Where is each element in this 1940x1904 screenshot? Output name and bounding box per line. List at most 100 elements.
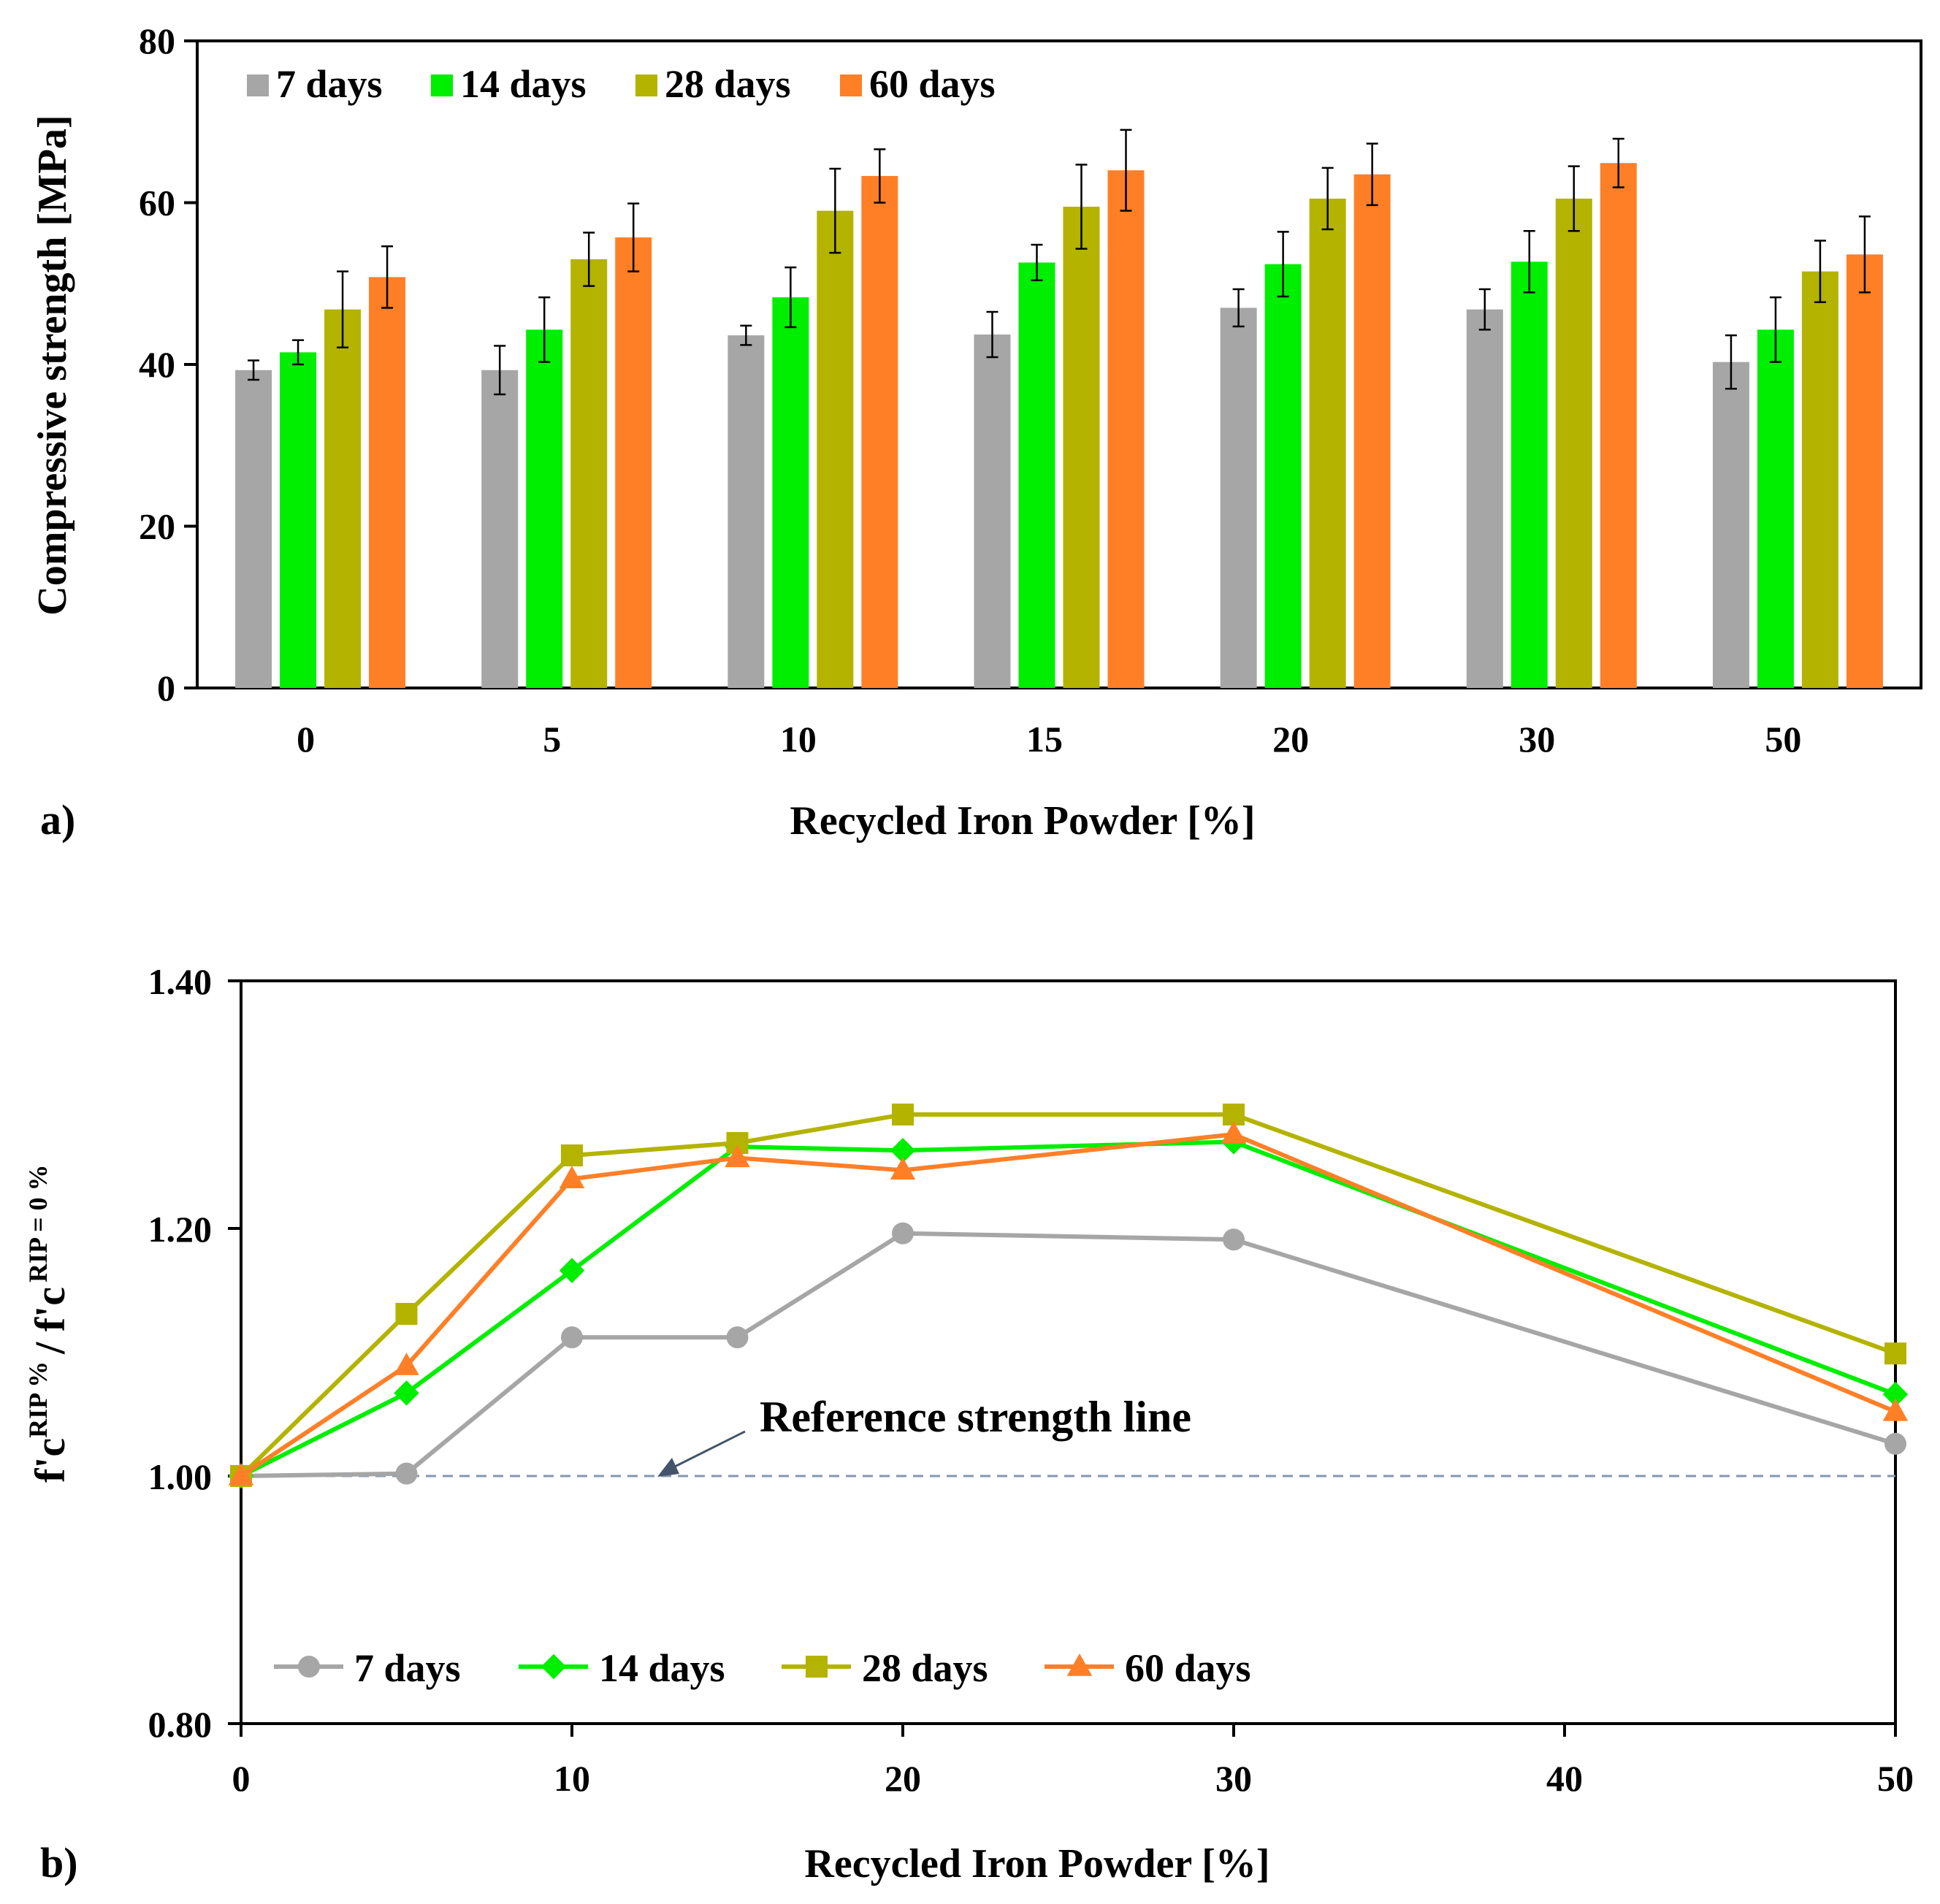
bar: [570, 259, 608, 688]
bar: [1846, 254, 1883, 688]
y-tick-label: 60: [139, 183, 175, 223]
data-point: [1884, 1432, 1906, 1455]
legend-label: 28 days: [862, 1646, 988, 1690]
x-tick-label: 30: [1215, 1758, 1252, 1799]
data-point: [395, 1302, 418, 1325]
bar: [526, 329, 563, 688]
bar: [817, 210, 854, 688]
legend-label: 28 days: [665, 62, 791, 106]
data-point: [298, 1656, 320, 1678]
bar: [1600, 163, 1637, 689]
x-tick-label: 0: [232, 1758, 251, 1799]
data-point: [1882, 1398, 1909, 1421]
x-tick-label: 20: [1272, 719, 1309, 760]
y-tick-label: 80: [139, 20, 175, 61]
x-tick-label: 30: [1519, 719, 1555, 760]
data-point: [890, 1157, 916, 1180]
data-point: [1223, 1228, 1245, 1251]
bar: [1220, 307, 1257, 689]
data-point: [1221, 1121, 1247, 1144]
bar: [1264, 264, 1302, 688]
panel-b-reference: Reference strength line: [241, 1393, 1895, 1477]
panel-a-y-ticks: 0 20 40 60 80: [139, 20, 197, 708]
data-point: [559, 1166, 585, 1188]
legend-label: 14 days: [460, 62, 587, 106]
legend-label: 7 days: [354, 1646, 461, 1690]
series-group: [228, 1121, 1909, 1486]
panel-b-label: b): [40, 1839, 78, 1886]
bar: [1107, 170, 1145, 688]
y-tick-label: 40: [139, 344, 175, 385]
x-tick-label: 0: [297, 719, 315, 760]
data-point: [394, 1353, 419, 1375]
data-point: [561, 1326, 583, 1349]
panel-b-y-ticks: 0.80 1.00 1.20 1.40: [148, 961, 241, 1745]
annotation-arrow-shaft: [671, 1430, 746, 1469]
bar: [1309, 198, 1346, 688]
panel-b-x-ticks: 0 10 20 30 40 50: [232, 1724, 1914, 1799]
bar: [1712, 362, 1749, 688]
y-tick-label: 1.00: [148, 1456, 213, 1497]
data-point: [228, 1463, 254, 1486]
reference-line-label: Reference strength line: [760, 1393, 1191, 1441]
legend-swatch: [431, 74, 453, 96]
bar: [1757, 329, 1794, 688]
legend-label: 14 days: [599, 1646, 725, 1690]
bar: [1555, 198, 1592, 688]
x-tick-label: 10: [554, 1758, 590, 1799]
bar: [1353, 174, 1391, 689]
panel-a-y-axis-label: Compressive strength [MPa]: [30, 115, 75, 615]
panel-a-bar-chart: 0 20 40 60 80 0 5 10 15 20 30 50 7 days 14 days 28 d…: [30, 20, 1922, 844]
y-tick-label: 20: [139, 506, 175, 547]
data-point: [395, 1462, 418, 1485]
y-tick-label: 1.20: [148, 1209, 213, 1250]
y-tick-label: 0.80: [148, 1704, 213, 1745]
bar: [481, 370, 519, 688]
y-tick-label: 0: [157, 668, 175, 708]
data-point: [541, 1653, 567, 1680]
data-point: [1066, 1653, 1093, 1676]
x-tick-label: 10: [780, 719, 817, 760]
panel-b-y-axis-label: f'cRIP %/ f'cRIP = 0 %: [23, 1164, 74, 1483]
panel-b-legend: 7 days 14 days 28 days 60 days: [274, 1646, 1251, 1690]
legend-swatch: [635, 74, 657, 96]
panel-a-x-ticks: 0 5 10 15 20 30 50: [297, 719, 1801, 760]
bar: [1466, 309, 1503, 688]
x-tick-label: 15: [1026, 719, 1063, 760]
data-point: [394, 1380, 419, 1406]
panel-b-plot-frame: [240, 979, 1897, 1725]
data-point: [1884, 1342, 1906, 1365]
panel-a-x-axis-label: Recycled Iron Powder [%]: [790, 798, 1255, 844]
data-point: [559, 1258, 585, 1283]
bar: [1511, 261, 1548, 688]
x-tick-label: 20: [885, 1758, 921, 1799]
bar: [369, 277, 406, 688]
legend-swatch: [247, 74, 269, 96]
bar: [861, 175, 898, 688]
y-tick-label: 1.40: [148, 961, 213, 1002]
annotation-arrow-head: [657, 1458, 679, 1477]
panel-b-x-axis-label: Recycled Iron Powder [%]: [804, 1841, 1269, 1886]
data-point: [1882, 1381, 1909, 1407]
panel-a-plot-frame: [196, 39, 1922, 689]
data-point: [890, 1137, 916, 1163]
panel-a-legend: 7 days 14 days 28 days 60 days: [247, 62, 996, 106]
data-point: [892, 1222, 914, 1245]
data-point: [892, 1104, 914, 1126]
panel-b-series: [228, 1104, 1909, 1489]
data-point: [726, 1326, 749, 1349]
legend-label: 7 days: [276, 62, 383, 106]
bar: [1018, 262, 1055, 689]
bar: [1801, 271, 1838, 688]
x-tick-label: 50: [1877, 1758, 1914, 1799]
bar: [235, 370, 272, 688]
data-point: [561, 1144, 583, 1166]
series-group: [230, 1222, 1906, 1487]
bar: [615, 237, 652, 688]
legend-swatch: [840, 74, 862, 96]
panel-b-line-chart: 0.80 1.00 1.20 1.40 0 10 20 30 40 50 Reference s…: [23, 961, 1914, 1886]
data-point: [806, 1656, 828, 1678]
bar: [728, 335, 765, 688]
legend-label: 60 days: [1125, 1646, 1251, 1690]
panel-a-bars: [235, 129, 1883, 689]
